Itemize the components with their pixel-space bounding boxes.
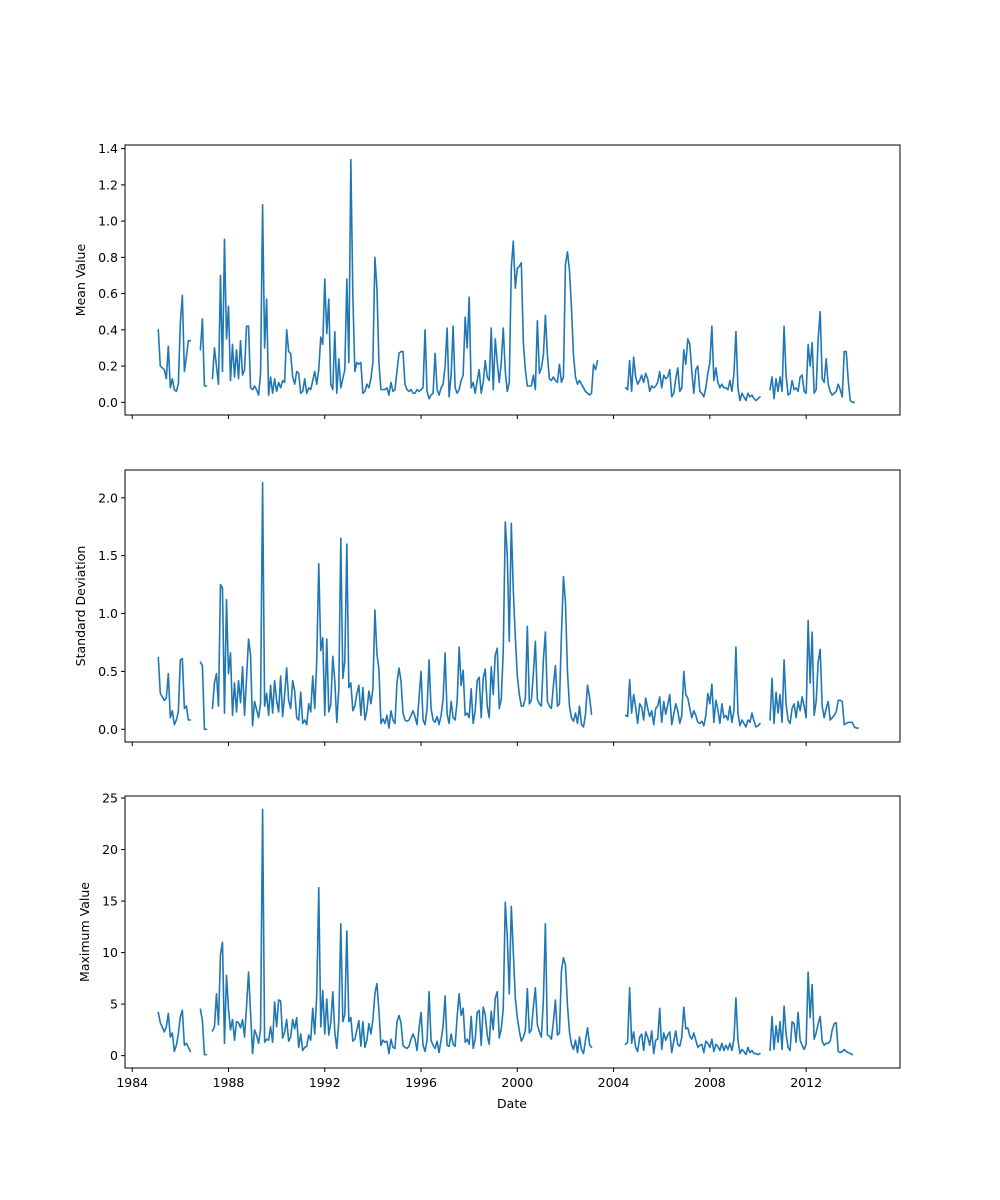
max-ytick-label: 0 — [110, 1048, 118, 1063]
std-series-line-segment-3 — [624, 646, 761, 728]
xtick-label: 2012 — [790, 1075, 822, 1090]
std-series-line-segment-0 — [157, 656, 192, 726]
std-ytick-label: 0.5 — [98, 664, 118, 679]
max-ytick-label: 15 — [102, 894, 118, 909]
mean-series-line-segment-3 — [624, 325, 761, 402]
std-series-line-segment-1 — [199, 661, 208, 731]
mean-series-line-segment-2 — [211, 158, 599, 400]
mean-axis-ticks: 0.0 0.2 0.4 0.6 0.8 1.0 1.2 1.4 — [98, 141, 807, 419]
max-series-line-segment-4 — [769, 971, 854, 1056]
panel-std: 0.0 0.5 1.0 1.5 2.0 Standard Deviation — [73, 469, 901, 746]
max-xlabel: Date — [497, 1096, 527, 1111]
max-axis-ticks: 0 5 10 15 20 25 1984 1988 1992 1996 2000 2004 2008 20… — [102, 791, 822, 1090]
mean-ytick-label: 1.2 — [98, 177, 118, 192]
mean-series-line-segment-1 — [199, 318, 208, 387]
std-ytick-label: 2.0 — [98, 490, 118, 505]
xtick-label: 1988 — [213, 1075, 245, 1090]
mean-axes-frame — [124, 144, 901, 416]
panel-max: 0 5 10 15 20 25 1984 1988 1992 1996 2000 2004 2008 20… — [77, 791, 901, 1111]
std-axis-ticks: 0.0 0.5 1.0 1.5 2.0 — [98, 490, 807, 746]
xtick-label: 1992 — [309, 1075, 341, 1090]
max-series — [157, 808, 854, 1056]
mean-ytick-label: 0.6 — [98, 286, 118, 301]
mean-ylabel: Mean Value — [73, 244, 88, 317]
std-axes-frame — [124, 469, 901, 743]
xtick-label: 2004 — [598, 1075, 630, 1090]
max-series-line-segment-1 — [199, 1008, 208, 1056]
std-ytick-label: 0.0 — [98, 722, 118, 737]
std-ylabel: Standard Deviation — [73, 546, 88, 667]
mean-ytick-label: 0.2 — [98, 359, 118, 374]
mean-series — [157, 158, 856, 404]
xtick-label: 1996 — [405, 1075, 437, 1090]
panel-mean: 0.0 0.2 0.4 0.6 0.8 1.0 1.2 1.4 Mean Value — [73, 141, 901, 419]
mean-series-line-segment-0 — [157, 294, 192, 393]
mean-ytick-label: 1.4 — [98, 141, 118, 156]
max-ytick-label: 25 — [102, 791, 118, 806]
max-series-line-segment-0 — [157, 1009, 192, 1053]
xtick-label: 2000 — [501, 1075, 533, 1090]
std-ytick-label: 1.0 — [98, 606, 118, 621]
max-axes-frame — [124, 795, 901, 1069]
max-series-line-segment-2 — [211, 808, 593, 1055]
max-ytick-label: 5 — [110, 997, 118, 1012]
mean-ytick-label: 0.0 — [98, 395, 118, 410]
max-ylabel: Maximum Value — [77, 882, 92, 982]
std-series — [157, 481, 860, 731]
xtick-label: 1984 — [116, 1075, 148, 1090]
mean-ytick-label: 0.8 — [98, 250, 118, 265]
xtick-label: 2008 — [694, 1075, 726, 1090]
std-series-line-segment-4 — [769, 619, 860, 729]
mean-series-line-segment-4 — [769, 310, 856, 404]
mean-ytick-label: 0.4 — [98, 322, 118, 337]
max-ytick-label: 20 — [102, 842, 118, 857]
max-series-line-segment-3 — [624, 986, 761, 1056]
std-series-line-segment-2 — [211, 481, 593, 729]
max-ytick-label: 10 — [102, 945, 118, 960]
mean-ytick-label: 1.0 — [98, 214, 118, 229]
std-ytick-label: 1.5 — [98, 548, 118, 563]
